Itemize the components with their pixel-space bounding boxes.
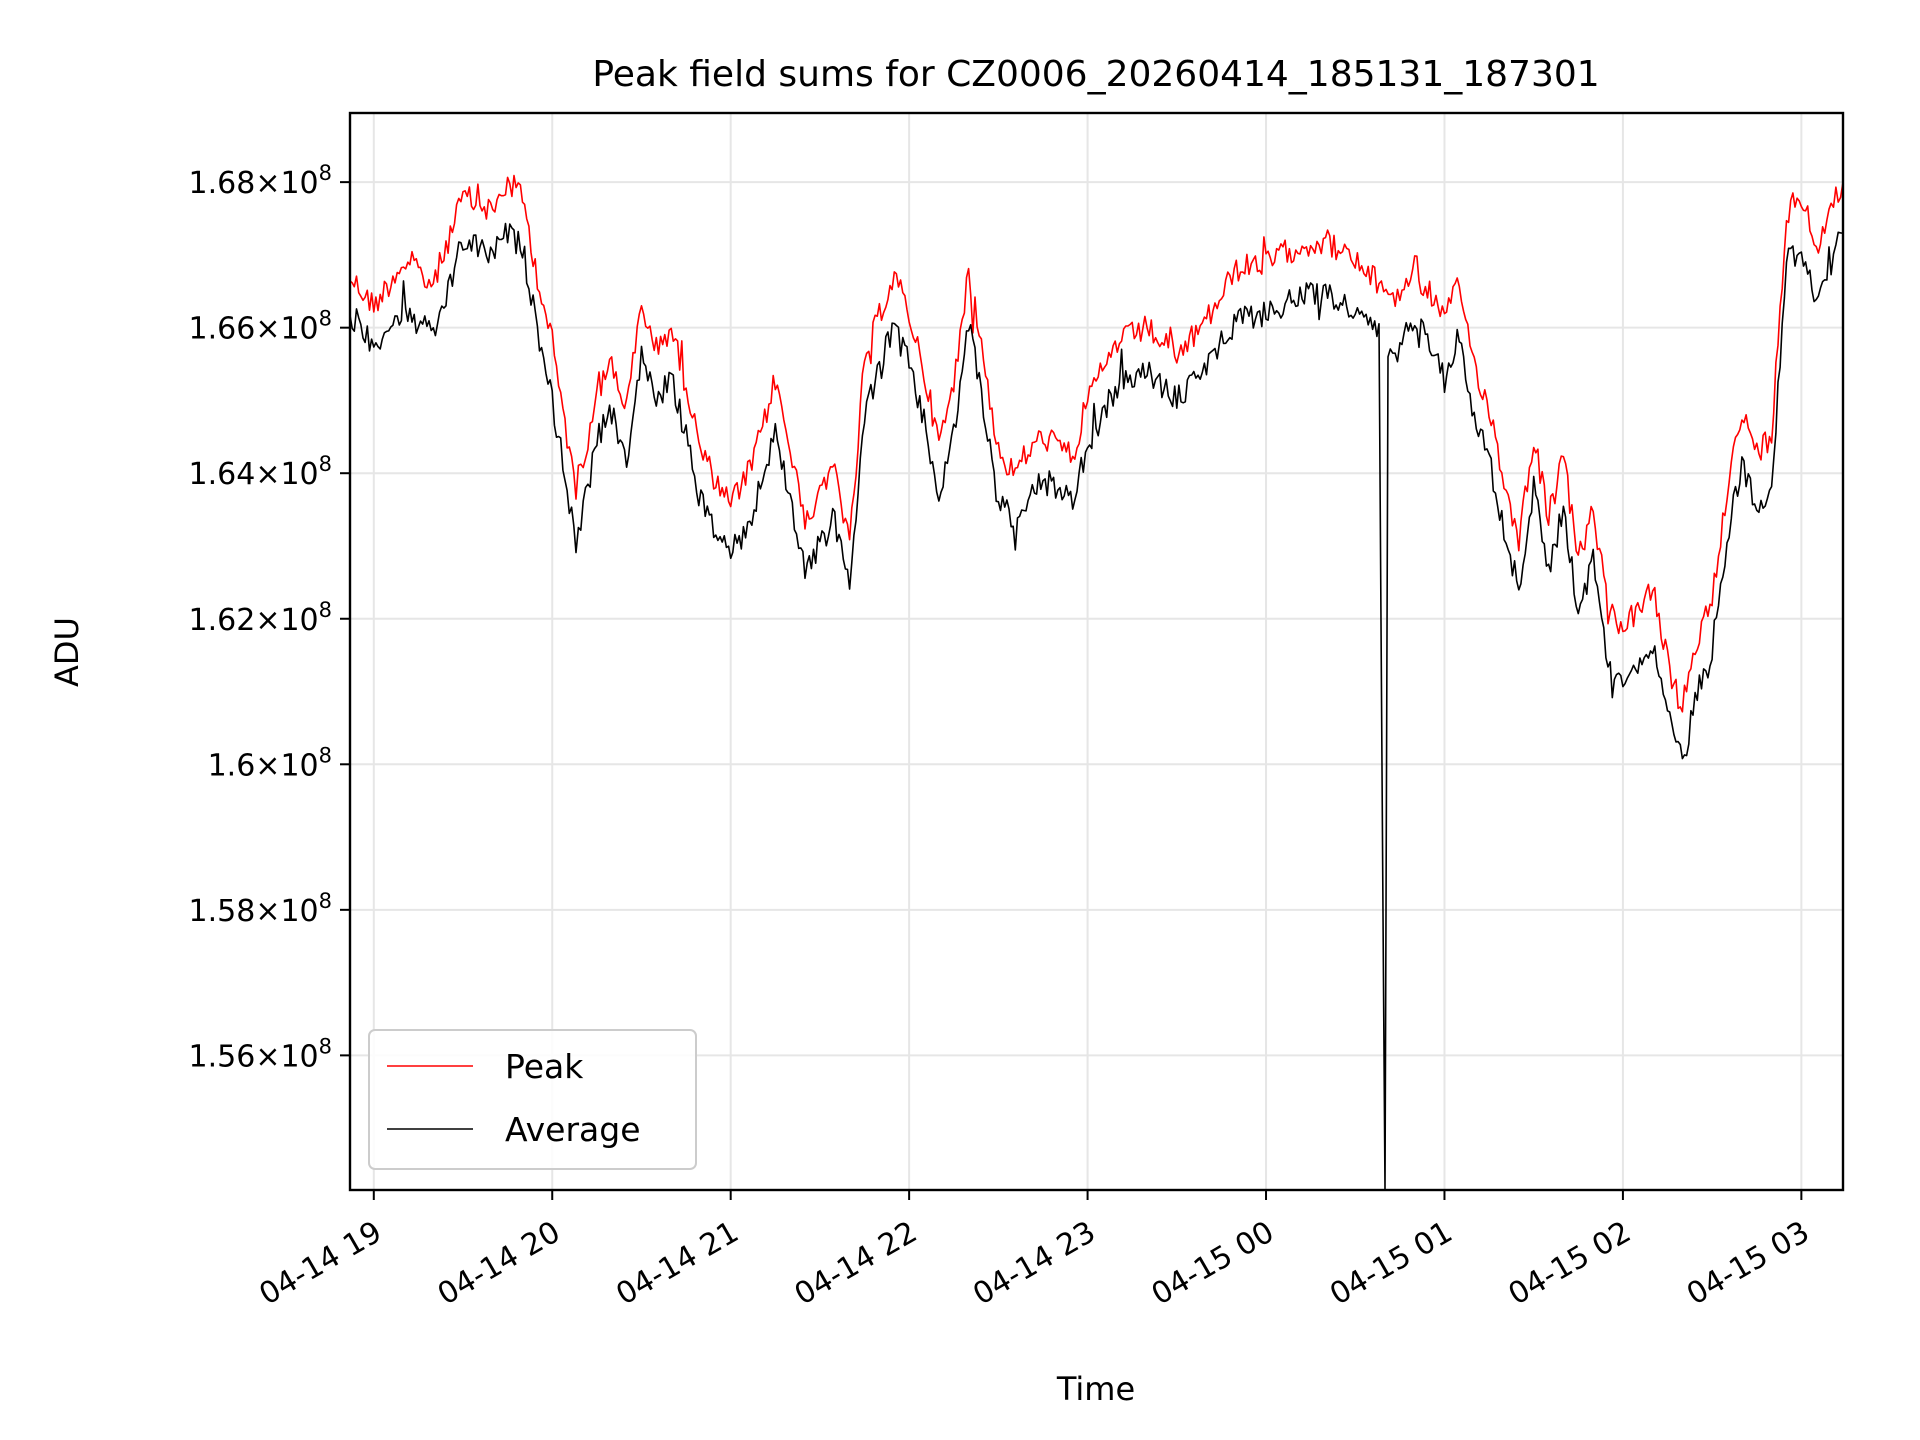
y-axis-label: ADU [48,617,86,687]
y-tick-label: 1.66×108 [189,307,332,347]
legend: Peak Average [368,1029,697,1170]
y-tick-label: 1.6×108 [208,743,332,783]
grid-lines [350,113,1843,1190]
plot-frame [348,111,1845,1192]
x-axis-label: Time [1056,1370,1135,1408]
legend-box [368,1029,697,1170]
y-tick-label: 1.58×108 [189,889,332,929]
y-tick-label: 1.68×108 [189,161,332,201]
chart-title: Peak field sums for CZ0006_20260414_1851… [592,54,1599,95]
series-layer [349,174,1844,1191]
legend-label-peak: Peak [505,1047,584,1086]
y-tick-label: 1.62×108 [189,598,332,638]
y-axis-ticks: 1.56×108 1.58×108 1.6×108 1.62×108 1.64×108 1… [189,161,350,1074]
series-line-average [349,222,1844,1191]
series-line-peak [349,174,1844,713]
legend-label-average: Average [505,1110,641,1149]
y-tick-label: 1.56×108 [189,1034,332,1074]
y-tick-label: 1.64×108 [189,452,332,492]
